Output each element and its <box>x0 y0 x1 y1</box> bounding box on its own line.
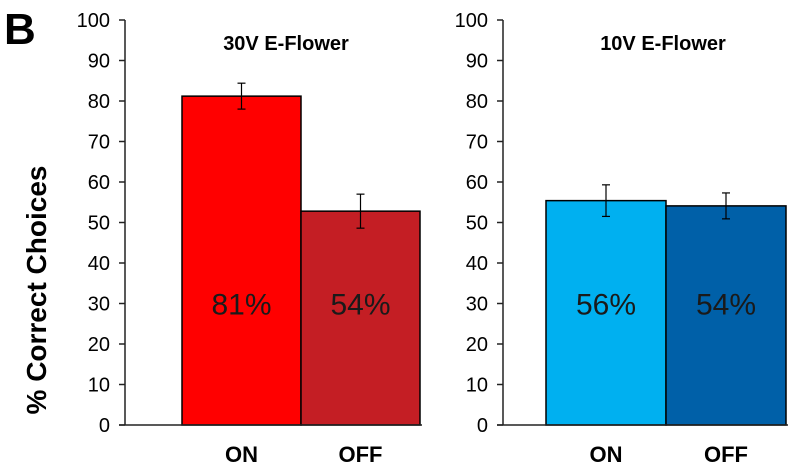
y-tick-label: 30 <box>88 294 110 316</box>
data-label: 54% <box>330 289 390 322</box>
chart-title: 30V E-Flower <box>223 33 349 55</box>
y-tick-label: 100 <box>455 10 488 32</box>
y-tick-label: 0 <box>477 415 488 437</box>
bar-on <box>545 199 667 426</box>
y-axis-label: % Correct Choices <box>21 166 52 415</box>
y-tick-label: 30 <box>466 294 488 316</box>
y-tick-label: 70 <box>466 132 488 154</box>
bar-off <box>665 205 787 426</box>
y-tick-label: 40 <box>466 253 488 275</box>
category-label: ON <box>225 442 258 467</box>
y-tick-label: 20 <box>466 334 488 356</box>
y-tick-label: 80 <box>88 91 110 113</box>
data-label: 54% <box>696 289 756 322</box>
y-tick-label: 90 <box>466 51 488 73</box>
y-tick-label: 100 <box>77 10 110 32</box>
chart-title: 10V E-Flower <box>600 33 726 55</box>
chart-30v-e-flower: 30V E-Flower 0 10 20 30 40 50 60 70 80 90 100 81% ON 5… <box>77 10 422 467</box>
category-label: OFF <box>704 442 748 467</box>
y-tick-label: 60 <box>466 172 488 194</box>
y-tick-label: 60 <box>88 172 110 194</box>
y-tick-label: 40 <box>88 253 110 275</box>
y-tick-label: 10 <box>88 375 110 397</box>
y-tick-label: 20 <box>88 334 110 356</box>
y-tick-label: 80 <box>466 91 488 113</box>
y-tick-label: 70 <box>88 132 110 154</box>
panel-label: B <box>4 5 36 54</box>
data-label: 81% <box>211 289 271 322</box>
data-label: 56% <box>576 289 636 322</box>
chart-10v-e-flower: 10V E-Flower 0 10 20 30 40 50 60 70 80 90 100 56% ON 5… <box>455 10 788 467</box>
y-tick-label: 50 <box>466 213 488 235</box>
y-tick-label: 90 <box>88 51 110 73</box>
y-tick-label: 50 <box>88 213 110 235</box>
category-label: OFF <box>339 442 383 467</box>
y-tick-label: 10 <box>466 375 488 397</box>
y-tick-label: 0 <box>99 415 110 437</box>
bar-on <box>181 95 302 426</box>
category-label: ON <box>590 442 623 467</box>
